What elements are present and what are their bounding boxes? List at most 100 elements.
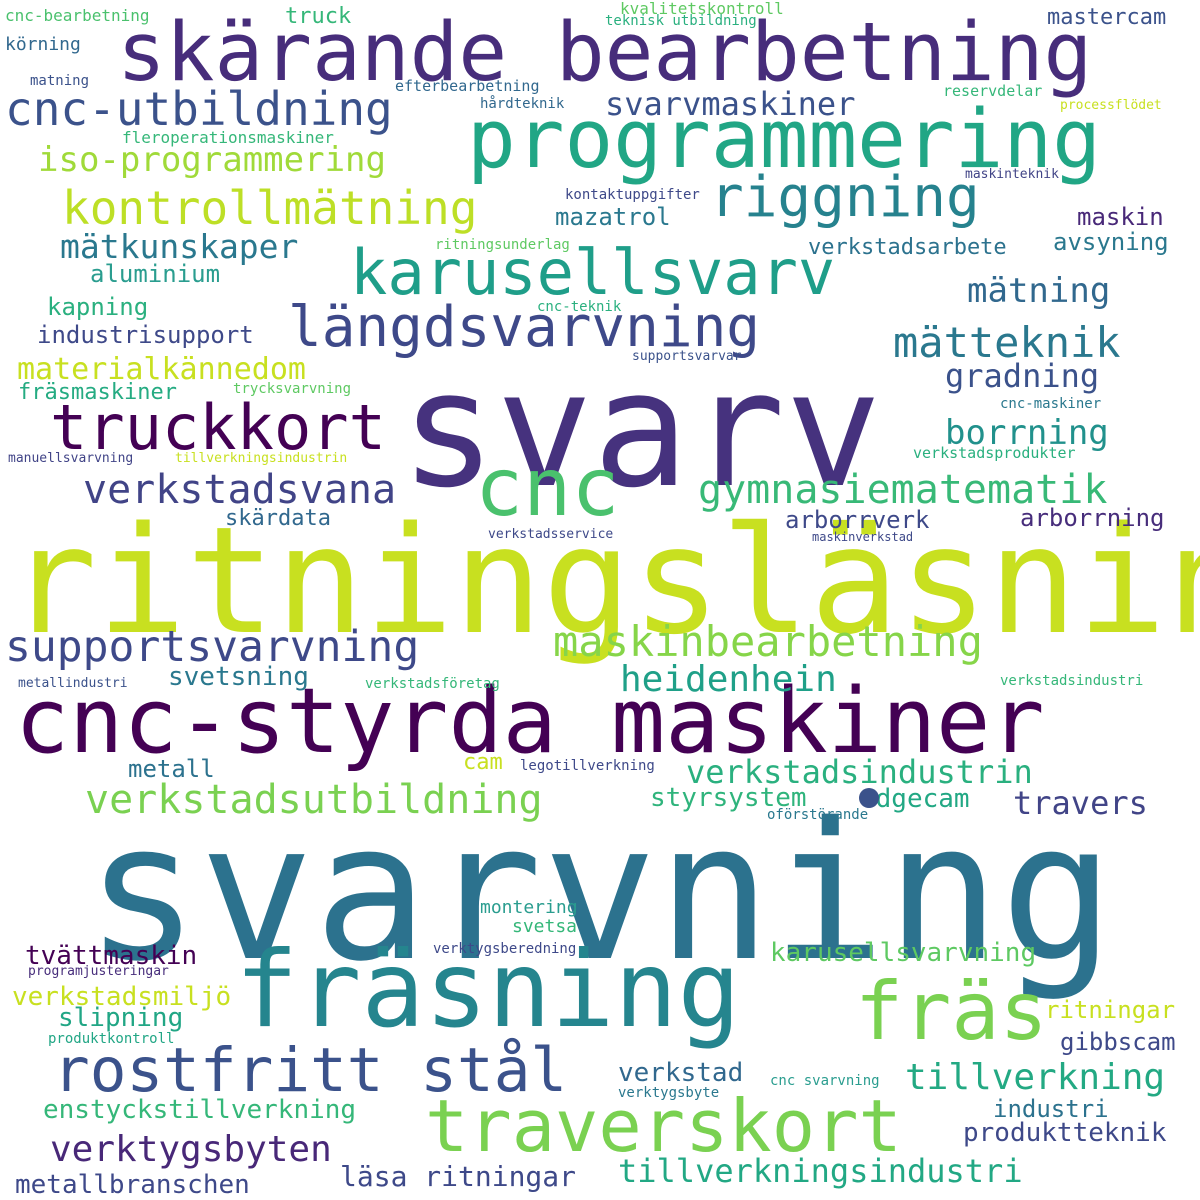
word-maskin: maskin [1077,203,1164,231]
word-cnc-svarvning: cnc svarvning [770,1073,880,1089]
word-iso-programmering: iso-programmering [38,140,386,180]
word-verkstad: verkstad [618,1058,744,1088]
word-kontaktuppgifter: kontaktuppgifter [565,187,700,203]
word-skarande-bearbetning: skärande bearbetning [117,6,1093,100]
word-arborrverk: arborrverk [785,506,930,534]
word-verkstadsmiljo: verkstadsmiljö [12,982,232,1012]
word-ritningsunderlag: ritningsunderlag [435,237,570,253]
word-skardata: skärdata [225,506,331,531]
word-arborrning: arborrning [1020,504,1165,532]
word-gymnasiematematik: gymnasiematematik [698,467,1108,513]
word-cnc-bearbetning: cnc-bearbetning [5,6,150,25]
word-metallbranschen: metallbranschen [15,1170,250,1200]
word-tillverkning: tillverkning [905,1057,1166,1098]
word-teknisk-utbildning: teknisk utbildning [605,13,757,29]
word-cam: cam [463,750,503,775]
word-montering: montering [480,897,578,918]
word-riggning: riggning [710,165,980,230]
word-oforstorande: oförstörande [767,807,869,823]
word-matning: mätning [967,271,1111,311]
word-fras: fräs [855,965,1048,1058]
word-avsyning: avsyning [1053,228,1169,256]
word-verkstadsindustri: verkstadsindustri [1000,673,1144,689]
word-verkstadsprodukter: verkstadsprodukter [913,444,1076,462]
word-metall: metall [128,755,215,783]
word-verktygsbyten: verktygsbyten [50,1129,332,1170]
word-truck: truck [285,4,352,29]
word-svarv: svarv [400,336,882,523]
word-cnc-maskiner: cnc-maskiner [1000,396,1102,412]
word-frasning: fräsning [235,929,741,1051]
word-manuellsvarvning: manuellsvarvning [8,451,134,466]
word-materialkannedom: materialkännedom [17,352,306,387]
word-reservdelar: reservdelar [943,82,1043,100]
word-industrisupport: industrisupport [37,321,254,349]
word-mazatrol: mazatrol [555,203,671,231]
word-metallindustri: metallindustri [18,676,128,691]
word-gradning: gradning [945,357,1100,395]
word-kontrollmatning: kontrollmätning [62,181,478,235]
word-maskinverkstad: maskinverkstad [812,530,914,544]
word-tillverkningsindustri: tillverkningsindustri [618,1152,1023,1190]
word-verktygsbyte: verktygsbyte [618,1085,720,1101]
word-karusellsvarvning: karusellsvarvning [770,938,1037,968]
word-verktygsberedning: verktygsberedning [433,941,577,957]
word-verkstadsutbildning: verkstadsutbildning [85,777,543,823]
word-programjusteringar: programjusteringar [28,964,169,979]
word-svetsa: svetsa [512,916,578,937]
word-maskinteknik: maskinteknik [965,167,1059,182]
word-cnc: cnc [475,441,620,534]
word-langdsvarvning: längdsvarvning [288,295,761,360]
word-legotillverkning: legotillverkning [520,758,655,774]
word-trycksvarvning: trycksvarvning [233,381,352,397]
word-verkstadsindustrin: verkstadsindustrin [686,753,1033,791]
word-mastercam: mastercam [1047,5,1167,30]
word-aluminium: aluminium [90,260,221,288]
word-hardteknik: hårdteknik [480,96,565,112]
word-supportsvarvar: supportsvarvar [632,349,742,364]
word-processflodet: processflödet [1060,98,1162,113]
word-borrning: borrning [945,413,1109,453]
word-produktteknik: produktteknik [963,1118,1167,1148]
word-fleroperationsmaskiner: fleroperationsmaskiner [122,128,334,147]
word-matkunskaper: mätkunskaper [60,227,299,266]
word-gibbscam: gibbscam [1060,1028,1176,1056]
word-industri: industri [993,1095,1109,1123]
word-travers: travers [1013,784,1148,822]
word-korning: körning [5,34,81,55]
word-tillverkningsindustrin: tillverkningsindustrin [175,451,348,466]
word-supportsvarvning: supportsvarvning [5,622,420,672]
word-heidenhein: heidenhein [620,659,837,700]
word-svarvmaskiner: svarvmaskiner [605,85,856,123]
word-frasmaskiner: fräsmaskiner [18,380,177,405]
word-rostfritt-stal: rostfritt stål [53,1035,568,1106]
word-karusellsvarv: karusellsvarv [350,236,836,309]
word-truckkort: truckkort [50,391,386,464]
word-cnc-teknik: cnc-teknik [537,299,622,315]
word-verkstadsvana: verkstadsvana [83,467,397,513]
word-efterbearbetning: efterbearbetning [395,77,540,95]
word-maskinbearbetning: maskinbearbetning [553,617,983,666]
word-ritningar: ritningar [1045,996,1176,1024]
word-matning-2: matning [30,73,90,89]
word-verkstadsservice: verkstadsservice [488,527,614,542]
word-traverskort: traverskort [425,1084,902,1168]
word-ritningslasning: ritningsläsning [8,495,1200,667]
word-svarvning: svarvning [85,782,1115,1003]
word-svetsning: svetsning [168,662,309,692]
word-styrsystem: styrsystem [650,783,807,813]
word-kvalitetskontroll: kvalitetskontroll [620,0,784,18]
word-tvattmaskin: tvättmaskin [25,941,198,971]
word-verkstadsarbete: verkstadsarbete [808,235,1007,260]
word-produktkontroll: produktkontroll [48,1031,175,1047]
word-verkstadsforetag: verkstadsföretag [365,676,500,692]
word-matteknik: mätteknik [893,318,1121,367]
word-lasa-ritningar: läsa ritningar [340,1160,577,1193]
word-kapning: kapning [47,293,149,321]
word-cnc-styrda-maskiner: cnc-styrda maskiner [15,669,1045,774]
word-cnc-utbildning: cnc-utbildning [5,82,393,136]
word-slipning: slipning [58,1003,184,1033]
decorative-dot [859,788,879,808]
word-programmering: programmering [467,93,1101,187]
